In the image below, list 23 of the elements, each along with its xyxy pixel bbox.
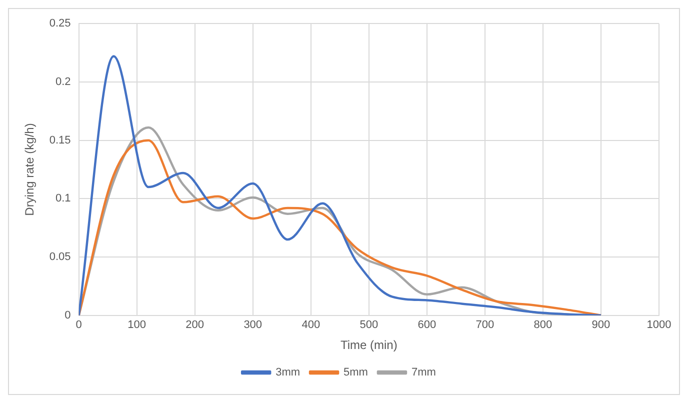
y-axis-title: Drying rate (kg/h) [22,123,37,216]
x-tick-label: 700 [476,319,494,332]
y-tick-label: 0.2 [56,76,71,88]
legend-label: 3mm [276,366,300,379]
x-axis-title: Time (min) [340,338,398,352]
x-tick-label: 200 [186,319,204,332]
x-tick-label: 1000 [646,319,672,332]
x-tick-label: 500 [360,319,378,332]
legend-label: 7mm [411,366,436,379]
y-tick-label: 0.25 [49,18,71,30]
legend-label: 5mm [344,366,368,379]
x-tick-label: 0 [76,319,82,332]
line-series [78,55,602,316]
x-tick-label: 400 [302,319,320,332]
y-tick-label: 0.1 [56,192,71,205]
y-tick-label: 0 [64,309,71,322]
x-tick-label: 100 [128,319,146,332]
x-tick-label: 800 [534,319,552,332]
y-tick-label: 0.15 [49,134,71,146]
x-tick-label: 300 [244,319,262,332]
x-tick-label: 900 [592,319,610,332]
y-tick-label: 0.05 [49,251,71,264]
x-tick-label: 600 [418,319,436,332]
